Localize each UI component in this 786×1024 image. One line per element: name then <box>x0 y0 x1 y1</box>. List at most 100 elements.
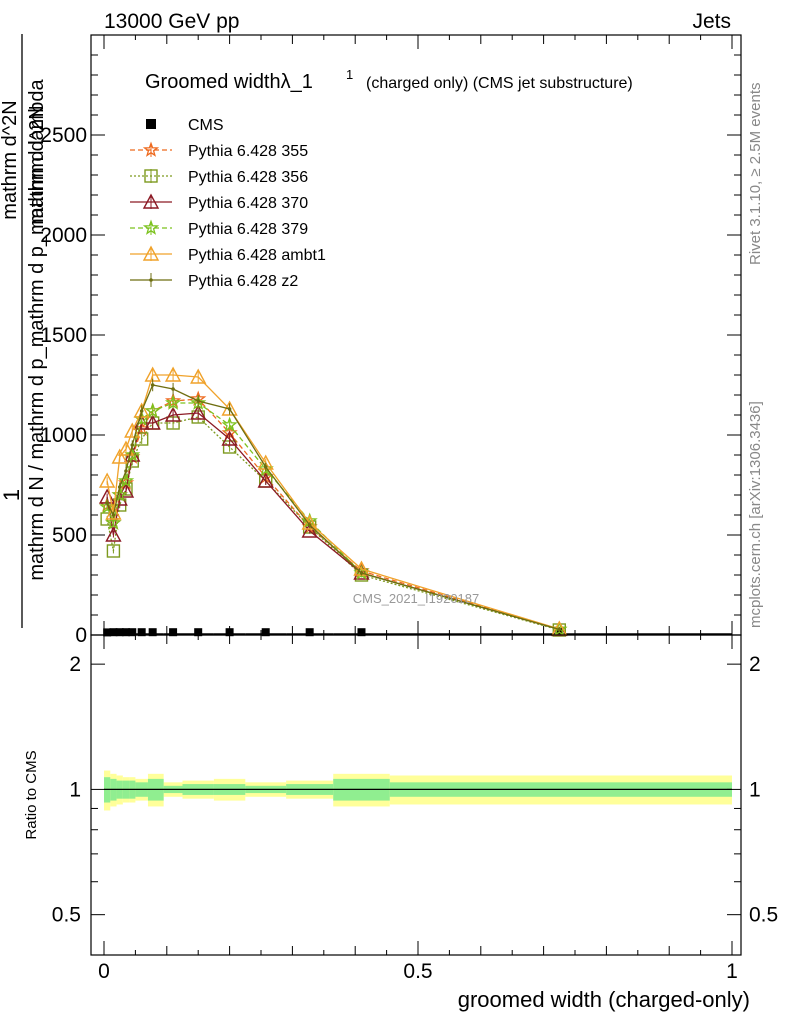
data-marker <box>359 571 364 575</box>
plot-title-sup: 1 <box>346 67 353 82</box>
series-line <box>106 412 560 631</box>
data-marker <box>194 628 203 637</box>
data-marker <box>142 245 160 261</box>
data-marker <box>171 387 175 391</box>
series-line <box>106 398 560 631</box>
data-marker <box>124 469 128 473</box>
data-marker <box>164 366 182 382</box>
data-marker <box>221 416 238 432</box>
ratio-ylabel: Ratio to CMS <box>23 750 40 839</box>
legend: CMS Pythia 6.428 355 Pythia 6.428 356 Pythi… <box>130 117 326 290</box>
data-marker <box>257 460 274 476</box>
data-marker <box>257 472 274 488</box>
series-line <box>106 384 560 631</box>
data-marker <box>357 628 366 637</box>
series-line <box>106 402 560 631</box>
ratio-y-tick-label: 0.5 <box>52 904 81 927</box>
ylabel-numerator: 1 <box>0 489 24 501</box>
ratio-y-tick-label: 1 <box>69 778 81 801</box>
data-marker <box>103 628 112 637</box>
header-left: 13000 GeV pp <box>104 10 239 33</box>
data-marker <box>148 628 157 637</box>
legend-label: Pythia 6.428 ambt1 <box>188 247 326 264</box>
y-tick-label: 500 <box>52 524 87 547</box>
data-marker <box>134 432 149 446</box>
data-marker <box>301 514 318 530</box>
data-marker <box>221 430 238 446</box>
x-tick-label: 0.5 <box>403 960 432 983</box>
legend-item: Pythia 6.428 z2 <box>130 273 298 290</box>
legend-label: Pythia 6.428 370 <box>188 195 308 212</box>
data-marker <box>105 514 122 530</box>
legend-label: Pythia 6.428 379 <box>188 221 308 238</box>
data-marker <box>144 402 161 418</box>
ratio-y-tick-label: 2 <box>69 653 81 676</box>
data-marker <box>111 513 116 517</box>
legend-label: Pythia 6.428 355 <box>188 143 308 160</box>
data-marker <box>225 628 234 637</box>
data-marker <box>117 482 135 498</box>
data-marker <box>111 486 128 502</box>
plot-title: Groomed widthλ_1 <box>145 71 313 93</box>
data-marker <box>106 544 121 558</box>
data-marker <box>190 404 207 420</box>
header-right: Jets <box>692 10 731 33</box>
data-marker <box>128 628 137 637</box>
data-marker <box>169 628 178 637</box>
ratio-y-tick-label-right: 1 <box>749 778 761 801</box>
data-marker <box>142 219 160 235</box>
data-marker <box>137 628 146 637</box>
series-pythia-6-428-379 <box>99 394 568 637</box>
data-marker <box>190 368 207 384</box>
data-marker <box>142 141 160 157</box>
data-marker <box>124 446 141 462</box>
legend-label: CMS <box>188 117 224 134</box>
legend-item: Pythia 6.428 356 <box>130 169 308 186</box>
ylabel-denominator: mathrm d N / mathrm d p_mathrm d p_mathr… <box>26 78 48 580</box>
data-marker <box>115 628 124 637</box>
ylabel-overlay: mathrm d^2N <box>26 105 48 224</box>
data-marker <box>261 628 270 637</box>
data-marker <box>149 278 153 282</box>
data-marker <box>144 169 158 183</box>
data-marker <box>227 407 232 411</box>
data-marker <box>150 383 155 387</box>
legend-item: Pythia 6.428 370 <box>130 193 308 212</box>
watermark: CMS_2021_I1920187 <box>353 591 480 606</box>
data-marker <box>130 443 135 447</box>
data-marker <box>133 402 150 418</box>
data-marker <box>305 628 314 637</box>
labels: 13000 GeV pp Jets Rivet 3.1.10, ≥ 2.5M e… <box>23 10 764 840</box>
data-marker <box>263 465 268 469</box>
legend-item: Pythia 6.428 379 <box>130 219 308 238</box>
data-marker <box>139 409 144 413</box>
data-marker <box>557 627 562 632</box>
x-axis-label: groomed width (charged-only) <box>458 987 750 1012</box>
y-axis-label: 1 mathrm d N / mathrm d p_mathrm d p_math… <box>0 34 48 628</box>
legend-item: Pythia 6.428 355 <box>130 141 308 160</box>
data-marker <box>164 406 182 422</box>
data-marker <box>117 440 135 456</box>
y-tick-label: 2000 <box>40 224 87 247</box>
legend-item: Pythia 6.428 ambt1 <box>130 245 326 264</box>
x-tick-label: 1 <box>726 960 738 983</box>
data-marker <box>117 472 135 488</box>
data-marker <box>98 472 116 488</box>
data-marker <box>164 394 182 410</box>
series-line <box>106 374 560 630</box>
ylabel-overlay: mathrm d^2N <box>0 100 21 219</box>
series-pythia-6-428-370 <box>98 404 568 637</box>
ratio-y-tick-label-right: 0.5 <box>749 904 778 927</box>
plot-title-suffix: (charged only) (CMS jet substructure) <box>366 75 633 92</box>
ratio-y-tick-label-right: 2 <box>749 653 761 676</box>
mcplots-label: mcplots.cern.ch [arXiv:1306.3436] <box>747 401 764 628</box>
series-cms <box>103 628 732 637</box>
data-marker <box>144 414 161 430</box>
series-line <box>106 416 560 631</box>
data-marker <box>142 193 160 209</box>
data-marker <box>105 504 122 520</box>
data-marker <box>307 523 312 527</box>
data-marker <box>121 628 130 637</box>
